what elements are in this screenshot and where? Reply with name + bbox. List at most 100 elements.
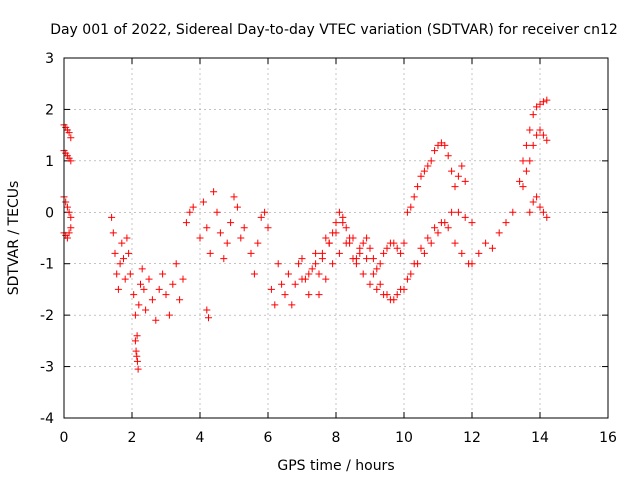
data-point [213, 208, 221, 216]
data-point [332, 219, 340, 227]
x-tick-label: 10 [395, 430, 413, 446]
x-tick-label: 0 [60, 430, 69, 446]
data-point [369, 255, 377, 263]
x-tick-label: 8 [332, 430, 341, 446]
data-point [230, 193, 238, 201]
data-point [250, 270, 258, 278]
data-point [431, 224, 439, 232]
data-point [342, 239, 350, 247]
data-point [454, 208, 462, 216]
data-point [223, 239, 231, 247]
data-point [475, 249, 483, 257]
data-point [543, 96, 551, 104]
data-point [67, 213, 75, 221]
data-point [529, 198, 537, 206]
data-point [417, 172, 425, 180]
data-point [247, 249, 255, 257]
data-point [363, 255, 371, 263]
data-point [376, 260, 384, 268]
data-point [216, 229, 224, 237]
data-point [179, 275, 187, 283]
data-point [308, 265, 316, 273]
data-point [502, 219, 510, 227]
data-point [199, 198, 207, 206]
data-point [67, 224, 75, 232]
data-point [448, 167, 456, 175]
data-point [427, 239, 435, 247]
data-point [536, 126, 544, 134]
data-point [63, 203, 71, 211]
y-tick-label: -4 [40, 411, 54, 427]
data-point [278, 280, 286, 288]
data-point [109, 229, 117, 237]
data-point [403, 208, 411, 216]
data-point [359, 270, 367, 278]
data-point [522, 167, 530, 175]
data-point [315, 291, 323, 299]
data-point [114, 285, 122, 293]
data-point [295, 260, 303, 268]
data-point [274, 260, 282, 268]
data-point [108, 213, 116, 221]
data-point [312, 260, 320, 268]
data-point [424, 162, 432, 170]
data-point [233, 203, 241, 211]
data-point [155, 285, 163, 293]
data-point [131, 311, 139, 319]
data-point [132, 347, 140, 355]
data-point [182, 219, 190, 227]
data-point [298, 275, 306, 283]
data-point [159, 270, 167, 278]
data-point [162, 291, 170, 299]
data-point [176, 296, 184, 304]
data-point [454, 172, 462, 180]
y-tick-label: -3 [40, 360, 54, 376]
data-point [206, 249, 214, 257]
data-point [451, 183, 459, 191]
y-tick-label: 2 [45, 102, 54, 118]
data-point [427, 157, 435, 165]
data-point [189, 203, 197, 211]
data-point [284, 270, 292, 278]
data-point [458, 162, 466, 170]
data-point [533, 131, 541, 139]
data-point [125, 249, 133, 257]
data-point [444, 152, 452, 160]
data-point [281, 291, 289, 299]
y-tick-label: 3 [45, 51, 54, 67]
data-point [237, 234, 245, 242]
data-point [482, 239, 490, 247]
data-point [451, 239, 459, 247]
data-point [366, 280, 374, 288]
data-point [240, 224, 248, 232]
data-point [133, 352, 141, 360]
data-point [468, 219, 476, 227]
data-point [380, 249, 388, 257]
data-point [113, 270, 121, 278]
data-point [169, 280, 177, 288]
data-point [329, 260, 337, 268]
x-tick-labels: 0 2 4 6 8 10 12 14 16 [60, 430, 617, 446]
data-point [271, 301, 279, 309]
data-point [120, 255, 127, 263]
data-point [434, 229, 442, 237]
data-point [315, 270, 323, 278]
data-point [203, 224, 211, 232]
data-point [138, 265, 146, 273]
y-tick-label: -2 [40, 308, 54, 324]
data-point [172, 260, 180, 268]
data-point [254, 239, 262, 247]
data-point [441, 141, 449, 149]
data-point [288, 301, 296, 309]
data-point [257, 213, 265, 221]
data-point [420, 167, 428, 175]
y-tick-label: 0 [45, 205, 54, 221]
data-point [322, 275, 330, 283]
data-point [509, 208, 517, 216]
data-point [118, 239, 126, 247]
data-point [526, 126, 534, 134]
data-point [397, 249, 405, 257]
data-point [543, 213, 551, 221]
data-point [305, 291, 313, 299]
data-point [352, 255, 360, 263]
